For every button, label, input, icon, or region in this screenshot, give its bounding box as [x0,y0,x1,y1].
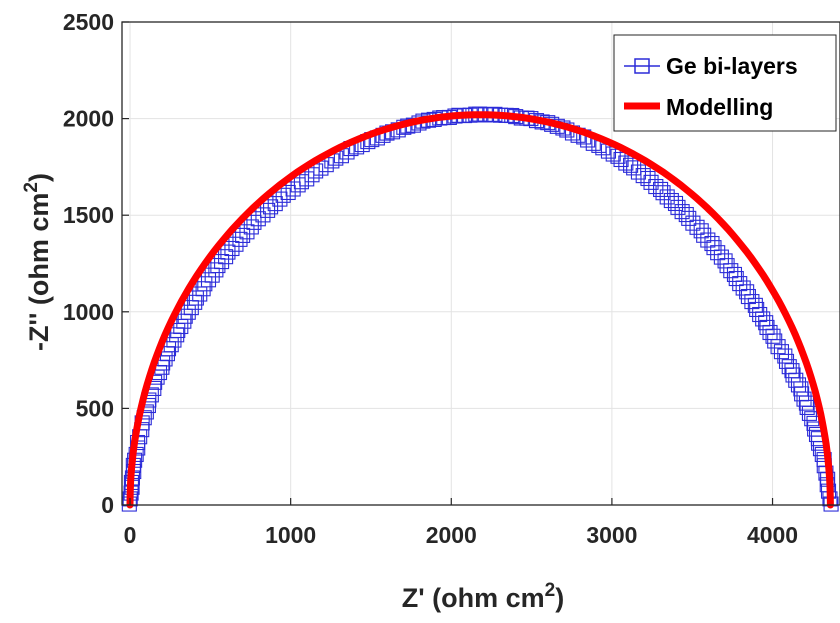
data-point-marker [187,294,203,310]
x-tick-label: 1000 [265,522,316,548]
data-point-marker [255,207,271,223]
y-tick-label: 500 [76,395,114,421]
y-axis-label: -Z'' (ohm cm2) [21,173,54,351]
data-point-marker [717,253,733,269]
series-modelling-line [126,111,834,509]
x-tick-label: 2000 [426,522,477,548]
data-point-marker [739,284,755,300]
data-point-marker [744,294,760,310]
data-point-marker [773,344,790,360]
data-point-marker [180,304,196,320]
y-tick-label: 1000 [63,299,114,325]
data-point-marker [799,399,815,415]
plot-frame [121,21,840,506]
y-axis-ticks: 0 500 1000 1500 2000 2500 [63,9,129,518]
data-point-marker [700,232,716,248]
data-point-marker [735,280,751,296]
y-axis-label-main: -Z'' (ohm cm [24,193,54,351]
y-axis-label-sup: 2 [21,182,42,193]
y-tick-label: 2000 [63,106,114,132]
data-point-marker [681,210,697,226]
data-point-marker [762,324,778,341]
data-point-marker [749,301,765,318]
data-point-marker [263,199,279,215]
data-point-marker [210,258,226,274]
data-point-marker [801,405,817,421]
data-point-marker [630,164,646,180]
data-point-marker [299,171,315,187]
data-point-marker [195,281,211,297]
data-point-marker [290,177,306,193]
data-point-marker [626,160,642,176]
data-point-marker [214,254,230,270]
data-point-marker [723,263,739,279]
data-point-marker [685,215,701,231]
x-tick-label: 0 [124,522,137,548]
data-point-marker [640,170,656,187]
data-point-marker [777,348,793,364]
x-axis-label-sup: 2 [545,580,556,601]
data-point-marker [726,266,743,283]
data-point-marker [785,367,801,383]
data-point-marker [192,286,208,302]
data-point-marker [759,319,775,335]
data-point-marker [275,187,291,203]
x-axis-label: Z' (ohm cm2) [402,580,565,613]
data-point-marker [696,227,712,243]
data-point-marker [655,185,671,201]
data-point-marker [204,267,220,283]
y-tick-label: 1500 [63,202,114,228]
data-point-marker [267,196,283,212]
data-point-marker [208,262,224,278]
data-point-marker [613,151,629,168]
data-point-marker [235,227,251,243]
data-point-marker [177,308,193,324]
data-point-marker [704,235,720,252]
y-tick-label: 2500 [63,9,114,35]
data-point-marker [618,155,634,171]
legend-box [613,34,837,132]
y-axis-label-end: ) [24,173,54,182]
data-point-marker [183,300,199,316]
legend-marker-square-icon [634,58,650,74]
legend-label-ge-bilayers: Ge bi-layers [666,53,798,79]
data-point-marker [798,395,814,411]
legend-label-modelling: Modelling [666,94,773,120]
data-point-marker [713,249,729,265]
x-axis-ticks: 0 1000 2000 3000 4000 [124,498,798,548]
data-point-marker [280,184,296,201]
y-tick-label: 0 [101,492,114,518]
data-point-marker [765,328,781,344]
x-tick-label: 4000 [747,522,798,548]
x-axis-label-main: Z' (ohm cm [402,583,545,613]
data-point-marker [220,244,236,260]
data-point-marker [218,249,234,265]
legend: Ge bi-layers Modelling [613,34,837,132]
data-point-marker [224,240,240,257]
data-point-marker [250,211,266,227]
x-axis-label-end: ) [555,583,564,613]
x-tick-label: 3000 [586,522,637,548]
